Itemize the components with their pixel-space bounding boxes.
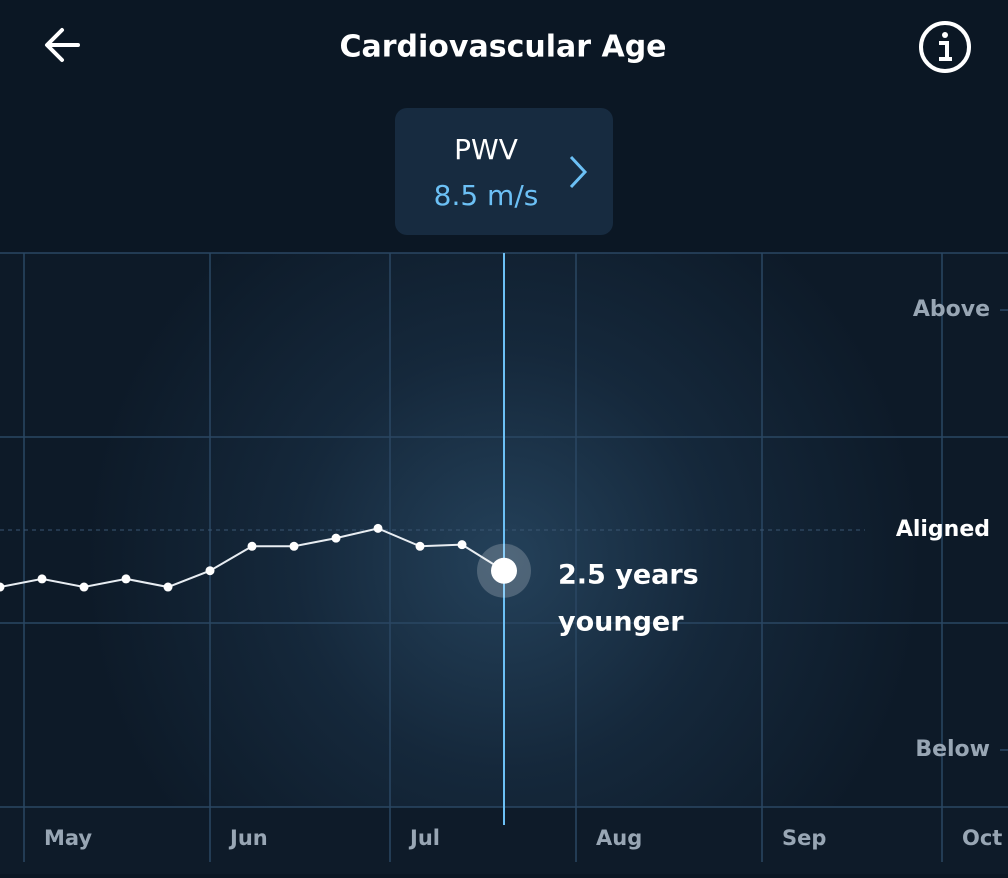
- x-tick-label: Oct: [962, 826, 1002, 850]
- point: [79, 582, 89, 592]
- info-ring: [919, 21, 971, 73]
- point: [205, 566, 215, 576]
- back-button[interactable]: [45, 28, 80, 62]
- title: Cardiovascular Age: [339, 30, 666, 65]
- x-tick-label: Aug: [596, 826, 642, 850]
- x-tick-label: Jul: [408, 826, 440, 850]
- point: [415, 541, 425, 551]
- point: [373, 523, 383, 533]
- info-dot: [942, 32, 948, 38]
- y-tick-label: Above: [913, 297, 990, 322]
- point: [121, 574, 131, 584]
- point: [163, 582, 173, 592]
- chevron: [569, 155, 588, 189]
- y-tick-label: Aligned: [896, 517, 990, 542]
- annotation: 2.5 years: [558, 560, 699, 591]
- point: [247, 541, 257, 551]
- metric-label: PWV: [454, 133, 518, 166]
- x-tick-label: Sep: [782, 826, 826, 850]
- metric-value: 8.5 m/s: [434, 179, 539, 212]
- point: [0, 582, 5, 592]
- x-tick-label: May: [44, 826, 92, 850]
- metric-card[interactable]: PWV 8.5 m/s: [395, 108, 613, 235]
- info-stem: [939, 41, 952, 61]
- point: [37, 574, 47, 584]
- y-tick-label: Below: [915, 737, 990, 762]
- info-button[interactable]: [919, 21, 971, 73]
- annotation: younger: [558, 607, 684, 638]
- card-bg: [395, 108, 613, 235]
- point: [457, 540, 467, 550]
- point: [289, 541, 299, 551]
- selected-point: [491, 557, 517, 584]
- x-tick-label: Jun: [228, 826, 268, 850]
- point: [331, 533, 341, 543]
